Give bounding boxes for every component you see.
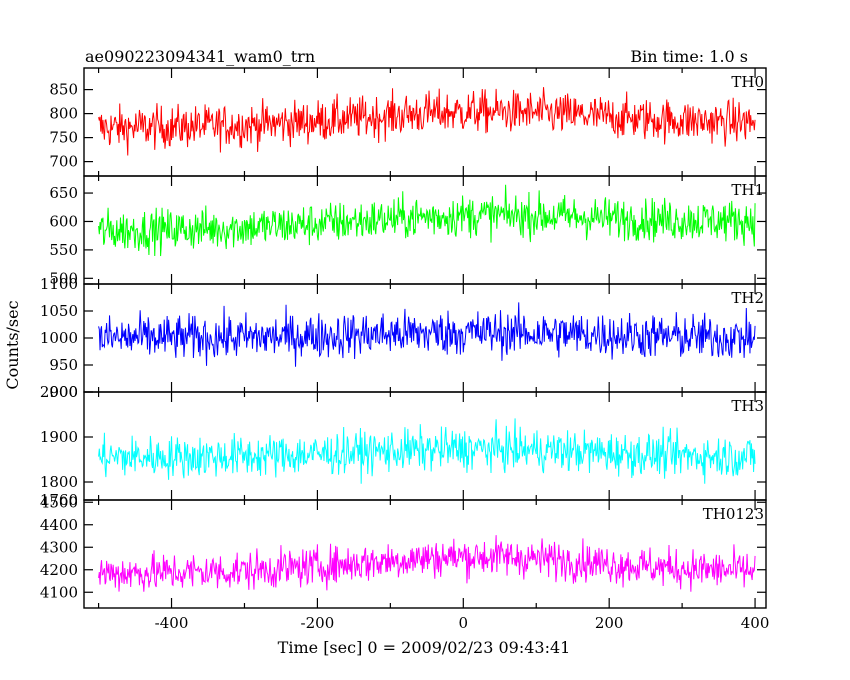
panels: 700 750 800 850 TH0 500 550 600 650 TH1 900 950 1000… xyxy=(40,67,770,632)
series-line-th1 xyxy=(98,184,756,257)
x-axis-label: Time [sec] 0 = 2009/02/23 09:43:41 xyxy=(278,638,571,657)
y-tick-label: 550 xyxy=(49,241,78,259)
series-line-th2 xyxy=(98,302,756,367)
y-tick-label: 1800 xyxy=(40,473,78,491)
x-tick-label: -400 xyxy=(155,614,189,632)
y-tick-label: 1050 xyxy=(40,302,78,320)
y-tick-label: 2000 xyxy=(40,383,78,401)
y-axis-label: Counts/sec xyxy=(3,300,22,389)
y-tick-label: 650 xyxy=(49,184,78,202)
header-right: Bin time: 1.0 s xyxy=(630,47,748,66)
series-line-th0 xyxy=(98,87,756,156)
y-tick-label: 850 xyxy=(49,81,78,99)
header-left: ae090223094341_wam0_trn xyxy=(85,47,315,66)
y-tick-label: 4100 xyxy=(40,583,78,601)
x-tick-label: -200 xyxy=(301,614,335,632)
panel-th0: 700 750 800 850 TH0 xyxy=(49,67,767,177)
panel-label: TH3 xyxy=(731,397,764,415)
panel-th2: 900 950 1000 1050 1100 TH2 xyxy=(40,275,767,401)
series-line-th0123 xyxy=(98,535,756,592)
panel-label: TH1 xyxy=(731,181,764,199)
x-tick-label: 400 xyxy=(741,614,770,632)
panel-th1: 500 550 600 650 TH1 xyxy=(49,175,767,287)
y-tick-label: 4400 xyxy=(40,516,78,534)
y-tick-label: 4500 xyxy=(40,493,78,511)
y-tick-label: 700 xyxy=(49,153,78,171)
x-tick-label: 0 xyxy=(459,614,469,632)
y-tick-label: 900 xyxy=(49,383,78,401)
series-line-th3 xyxy=(98,418,756,484)
x-tick-label: 200 xyxy=(595,614,624,632)
panel-th0123: 4100 4200 4300 4400 4500 TH0123 xyxy=(40,493,767,609)
y-tick-label: 750 xyxy=(49,129,78,147)
y-tick-label: 4300 xyxy=(40,538,78,556)
panel-label: TH2 xyxy=(731,289,764,307)
y-tick-label: 800 xyxy=(49,105,78,123)
y-tick-label: 4200 xyxy=(40,561,78,579)
y-tick-label: 1100 xyxy=(40,275,78,293)
y-tick-label: 600 xyxy=(49,212,78,230)
panel-frame xyxy=(83,499,767,609)
y-tick-label: 1760 xyxy=(40,491,78,509)
panel-label: TH0 xyxy=(731,73,764,91)
y-tick-label: 500 xyxy=(49,269,78,287)
panel-label: TH0123 xyxy=(703,505,764,523)
y-tick-label: 1000 xyxy=(40,329,78,347)
y-tick-label: 1900 xyxy=(40,428,78,446)
y-tick-label: 950 xyxy=(49,356,78,374)
